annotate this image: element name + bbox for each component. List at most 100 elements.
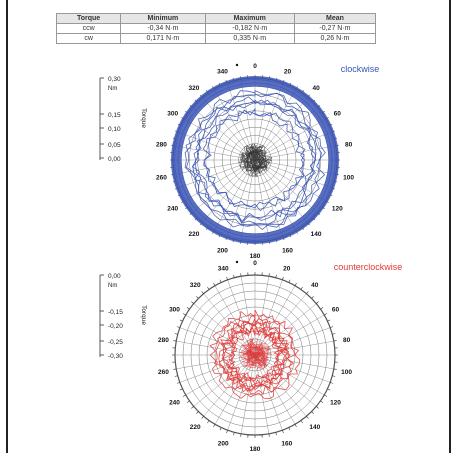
angle-label: 200 <box>218 440 229 447</box>
outer-tick <box>268 273 270 277</box>
grid-spoke <box>174 145 256 161</box>
angle-label: 60 <box>334 111 342 118</box>
outer-tick <box>294 424 297 428</box>
outer-tick <box>327 388 331 391</box>
series-trace <box>213 314 296 395</box>
chart-title: counterclockwise <box>334 262 403 272</box>
angle-label: 100 <box>341 369 352 376</box>
scale-tick-label: 0,00 <box>108 273 121 280</box>
angle-label: 120 <box>332 206 343 213</box>
table-row: cw 0,171 N·m 0,335 N·m 0,26 N·m <box>55 33 377 44</box>
outer-tick <box>173 368 177 370</box>
outer-tick <box>320 307 324 310</box>
grid-spoke <box>192 107 256 161</box>
outer-tick <box>275 274 277 278</box>
outer-tick <box>179 319 183 322</box>
chart-title: clockwise <box>341 64 380 74</box>
scale-tick-label: -0,20 <box>108 323 123 330</box>
series-ring <box>174 79 336 241</box>
angle-label: 240 <box>169 400 180 407</box>
outer-tick <box>311 296 314 299</box>
angle-label: 100 <box>343 175 354 182</box>
grid-spoke <box>254 293 307 356</box>
outer-tick <box>207 286 210 290</box>
grid-spoke <box>254 79 270 161</box>
series-trace <box>226 324 286 386</box>
angle-label: 80 <box>345 142 353 149</box>
outer-tick <box>213 282 216 286</box>
outer-tick <box>196 296 199 299</box>
top-marker-dot <box>235 260 239 264</box>
angle-label: 180 <box>250 446 261 453</box>
angle-label: 160 <box>281 440 292 447</box>
scale-unit: Nm <box>108 86 117 92</box>
series-trace <box>209 309 301 400</box>
grid-spoke <box>254 118 327 161</box>
outer-tick <box>179 388 183 391</box>
outer-tick <box>332 333 336 335</box>
scale-tick-label: 0,15 <box>108 112 121 119</box>
series-ring <box>177 82 333 238</box>
outer-tick <box>219 427 222 431</box>
outer-tick <box>282 430 284 434</box>
outer-tick <box>332 375 336 377</box>
angle-label: 260 <box>156 175 167 182</box>
angle-label: 40 <box>311 282 319 289</box>
series-trace <box>221 320 290 391</box>
scale-axis-title: Torque <box>140 108 147 128</box>
outer-tick <box>240 433 242 437</box>
outer-tick <box>268 433 270 437</box>
outer-tick <box>182 394 186 397</box>
outer-tick <box>240 273 242 277</box>
outer-tick <box>306 416 309 419</box>
angle-label: 300 <box>167 111 178 118</box>
outer-tick <box>233 274 235 278</box>
outer-tick <box>173 340 177 342</box>
angle-label: 340 <box>218 266 229 273</box>
angle-label: 120 <box>330 400 341 407</box>
torque-summary-table: Torque Minimum Maximum Mean ccw -0,34 N·… <box>55 13 377 44</box>
series-trace <box>218 317 292 392</box>
outer-tick <box>330 326 334 328</box>
grid-spoke <box>254 159 308 223</box>
outer-tick <box>176 326 180 328</box>
outer-tick <box>191 406 194 409</box>
outer-tick <box>327 319 331 322</box>
scale-unit: Nm <box>108 283 117 289</box>
outer-tick <box>316 301 319 304</box>
series-trace <box>184 90 326 228</box>
series-trace <box>229 325 284 382</box>
grid-spoke <box>254 82 284 161</box>
outer-tick <box>191 301 194 304</box>
outer-tick <box>226 276 228 280</box>
outer-tick <box>324 313 328 316</box>
angle-label: 320 <box>188 85 199 92</box>
outer-tick <box>233 432 235 436</box>
outer-tick <box>201 291 204 294</box>
scale-tick-label: 0,30 <box>108 76 121 83</box>
scale-tick-label: 0,05 <box>108 142 121 149</box>
outer-tick <box>311 411 314 414</box>
table-header-row: Torque Minimum Maximum Mean <box>55 13 377 24</box>
right-frame-line <box>449 0 451 453</box>
angle-label: 140 <box>309 424 320 431</box>
outer-tick <box>316 406 319 409</box>
grid-spoke <box>254 354 325 396</box>
grid-spoke <box>254 314 325 356</box>
angle-label: 0 <box>253 63 257 70</box>
table-cell: 0,26 N·m <box>293 33 377 44</box>
series-trace <box>202 107 306 212</box>
grid-spoke <box>254 97 308 161</box>
outer-tick <box>201 416 204 419</box>
angle-label: 340 <box>217 69 228 76</box>
outer-tick <box>186 307 190 310</box>
grid-spoke <box>179 354 256 383</box>
outer-tick <box>207 420 210 424</box>
grid-spoke <box>227 354 256 431</box>
outer-tick <box>186 400 190 403</box>
angle-label: 220 <box>188 231 199 238</box>
series-trace <box>185 89 326 231</box>
outer-tick <box>288 427 291 431</box>
angle-label: 220 <box>190 424 201 431</box>
